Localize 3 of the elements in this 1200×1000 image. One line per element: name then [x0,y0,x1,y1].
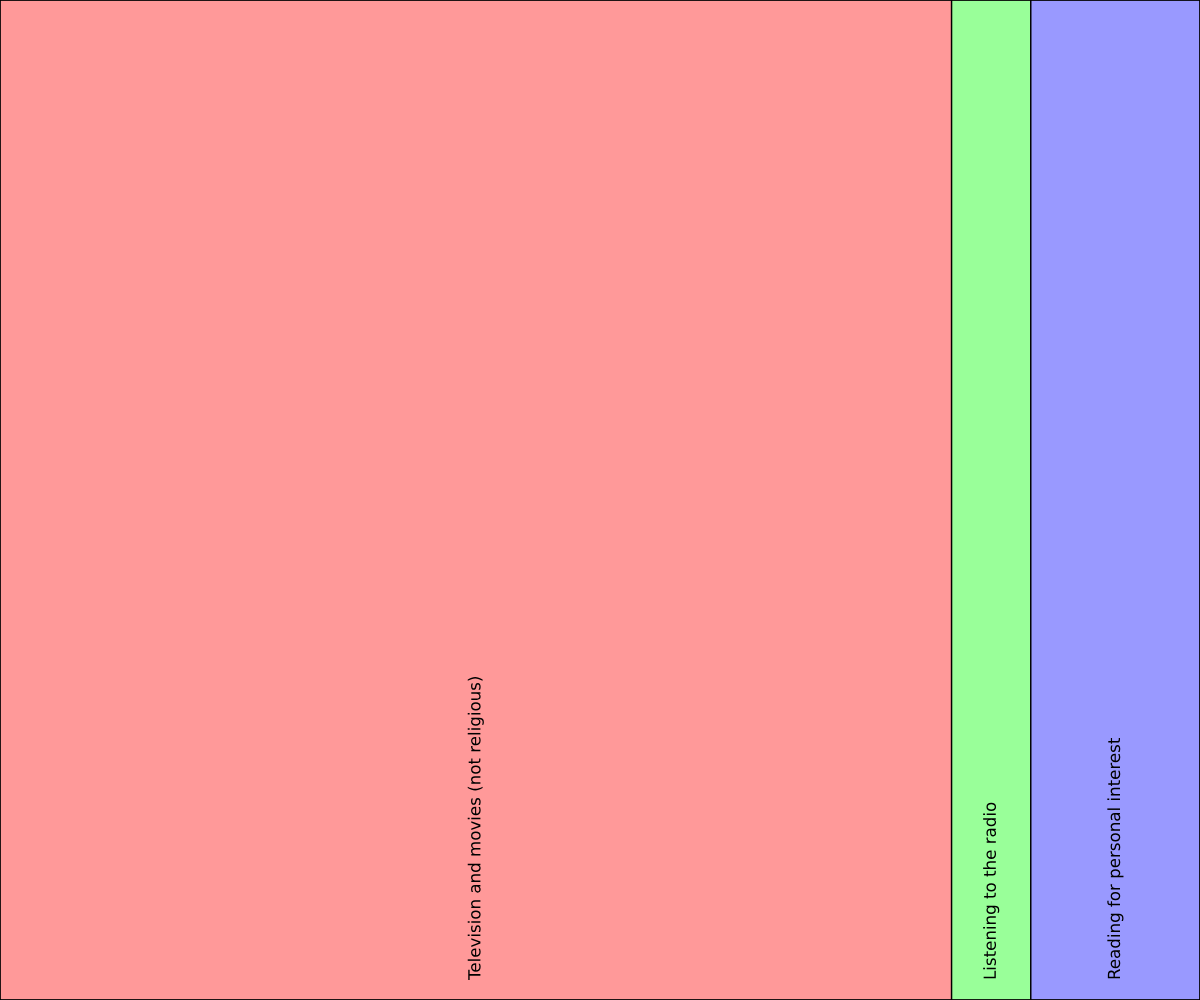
series-label: Reading for personal interest [1107,738,1124,979]
series-label: Television and movies (not religious) [467,677,484,981]
series-label: Listening to the radio [983,802,1000,979]
